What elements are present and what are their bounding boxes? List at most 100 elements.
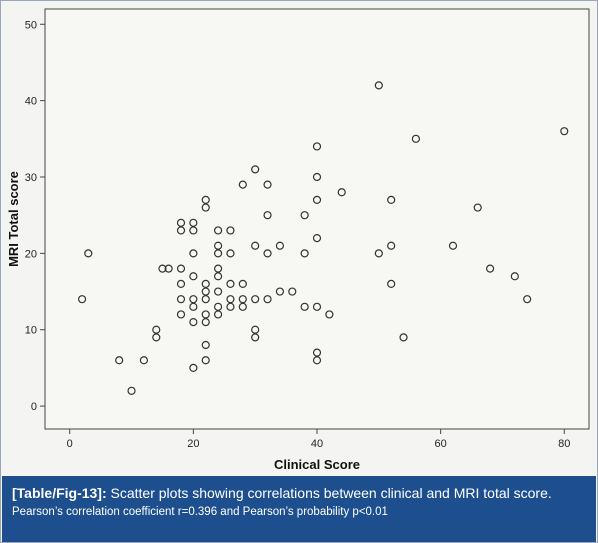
data-point: [127, 386, 136, 395]
data-point: [189, 295, 198, 304]
data-point: [201, 295, 210, 304]
caption-text: Scatter plots showing correlations betwe…: [110, 485, 552, 501]
data-point: [337, 188, 346, 197]
data-point: [213, 310, 223, 319]
data-point: [201, 356, 210, 365]
x-tick-label: 0: [67, 438, 73, 450]
data-point: [226, 279, 235, 289]
data-point: [176, 218, 186, 227]
data-point: [176, 310, 186, 319]
data-point: [263, 249, 272, 258]
data-point: [213, 226, 223, 235]
data-point: [84, 249, 93, 258]
data-point: [189, 302, 198, 311]
data-points: [77, 81, 569, 395]
data-point: [263, 180, 272, 189]
data-point: [263, 211, 272, 220]
y-axis: 0 10 20 30 40 50: [25, 19, 45, 413]
figure-caption: [Table/Fig-13]: Scatter plots showing co…: [2, 476, 596, 542]
data-point: [251, 295, 260, 304]
data-point: [510, 272, 519, 281]
data-point: [312, 348, 322, 357]
data-point: [201, 287, 210, 296]
x-tick-label: 20: [187, 438, 199, 450]
data-point: [115, 356, 124, 365]
data-point: [189, 272, 198, 281]
data-point: [164, 264, 173, 273]
data-point: [312, 233, 322, 243]
data-point: [213, 249, 223, 258]
data-point: [473, 203, 482, 212]
data-point: [176, 226, 186, 235]
data-point: [523, 295, 532, 304]
caption-subtext: Pearson’s correlation coefficient r=0.39…: [12, 506, 388, 518]
data-point: [312, 195, 322, 205]
data-point: [226, 295, 235, 304]
data-point: [226, 226, 235, 235]
data-point: [251, 333, 260, 342]
data-point: [300, 211, 309, 220]
data-point: [448, 241, 458, 250]
data-point: [387, 195, 396, 205]
data-point: [139, 356, 149, 365]
data-point: [189, 317, 198, 327]
x-tick-label: 80: [558, 438, 570, 450]
y-tick-label: 40: [25, 96, 37, 108]
x-tick-label: 60: [435, 438, 447, 450]
data-point: [560, 127, 569, 136]
y-tick-label: 0: [31, 401, 37, 413]
data-point: [201, 340, 210, 350]
data-point: [312, 302, 322, 311]
data-point: [238, 279, 247, 289]
data-point: [77, 295, 87, 304]
data-point: [387, 241, 396, 250]
data-point: [213, 302, 223, 311]
data-point: [201, 279, 210, 289]
data-point: [374, 81, 383, 90]
data-point: [201, 317, 210, 327]
data-point: [226, 249, 235, 258]
data-point: [213, 272, 223, 281]
data-point: [158, 264, 167, 273]
y-axis-title: MRI Total score: [6, 171, 21, 267]
data-point: [251, 241, 260, 250]
data-point: [485, 264, 495, 273]
y-tick-label: 20: [25, 248, 37, 260]
data-point: [300, 302, 309, 311]
scatter-chart: 0 10 20 30 40 50 0 20 40 60 80 Clinical Score MRI…: [6, 8, 590, 472]
y-tick-label: 50: [25, 19, 37, 31]
data-point: [213, 241, 223, 250]
data-point: [312, 356, 322, 365]
data-point: [201, 310, 210, 319]
data-point: [213, 264, 223, 273]
data-point: [152, 325, 161, 334]
data-point: [374, 249, 383, 258]
data-point: [275, 241, 285, 250]
data-point: [176, 279, 186, 289]
data-point: [201, 195, 210, 205]
data-point: [238, 295, 247, 304]
data-point: [176, 295, 186, 304]
plot-area: [44, 8, 590, 430]
caption-main: [Table/Fig-13]: Scatter plots showing co…: [12, 484, 586, 502]
data-point: [275, 287, 285, 296]
data-point: [251, 165, 260, 174]
x-axis: 0 20 40 60 80: [67, 429, 570, 450]
x-axis-title: Clinical Score: [274, 457, 360, 472]
data-point: [189, 226, 198, 235]
data-point: [411, 134, 421, 143]
caption-tag: [Table/Fig-13]:: [12, 485, 107, 501]
data-point: [238, 302, 247, 311]
data-point: [176, 264, 186, 273]
data-point: [152, 333, 161, 342]
data-point: [312, 142, 322, 151]
data-point: [201, 203, 210, 212]
data-point: [312, 172, 322, 182]
data-point: [189, 218, 198, 227]
data-point: [238, 180, 247, 189]
data-point: [189, 363, 198, 373]
y-tick-label: 10: [25, 325, 37, 337]
data-point: [300, 249, 309, 258]
data-point: [288, 287, 297, 296]
